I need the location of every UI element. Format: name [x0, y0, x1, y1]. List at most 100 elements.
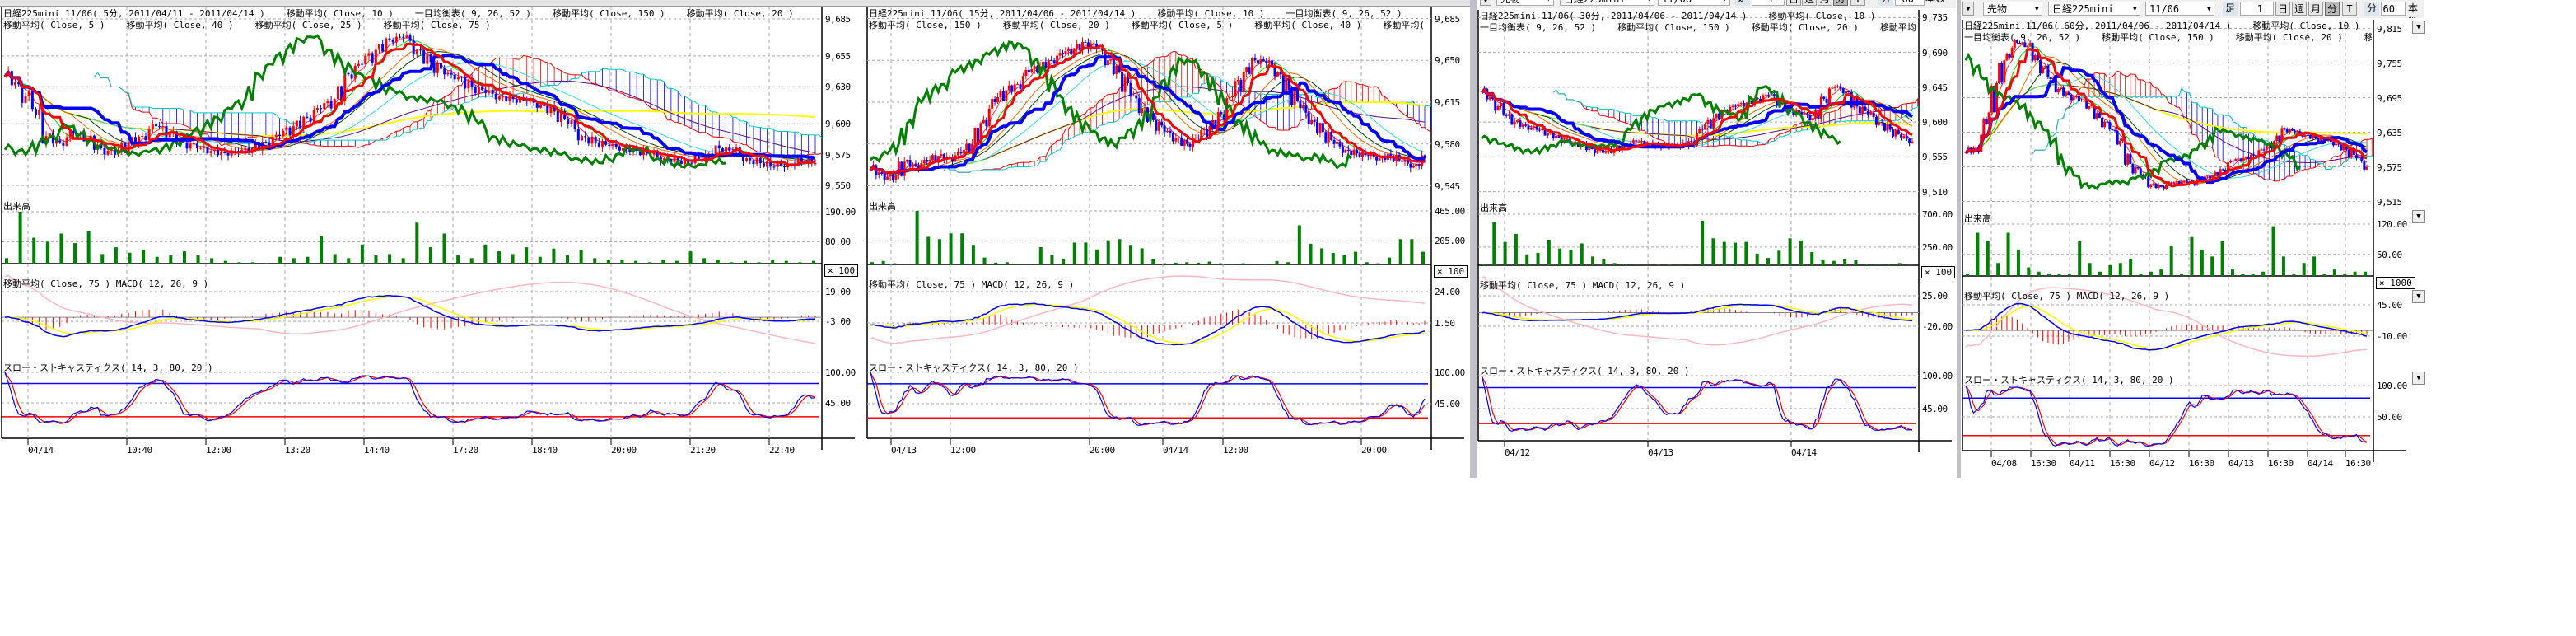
candle: [714, 145, 717, 156]
volume-axis-label: 50.00: [2377, 249, 2402, 260]
market-select[interactable]: 先物▼: [1496, 0, 1554, 6]
price-pane-menu-button[interactable]: ▼: [2412, 21, 2425, 34]
chart-legend-line2: 移動平均( Close, 150 ) 移動平均( Close, 20 ) 移動平均(…: [869, 20, 1430, 30]
candle: [2077, 96, 2080, 101]
indicator-legend: 日経225mini 11/06( 60分, 2011/04/06 - 2011/…: [1964, 21, 2232, 31]
time-axis-label: 22:40: [769, 445, 795, 456]
time-axis-label: 04/12: [1505, 447, 1530, 458]
minute-button[interactable]: 分: [2325, 2, 2340, 16]
senkou-span-b-line: [2032, 87, 2373, 171]
product-select[interactable]: 日経225mini▼: [1560, 0, 1654, 6]
week-button[interactable]: 週: [1802, 0, 1817, 6]
candle: [72, 130, 75, 134]
volume-bar: [2251, 274, 2255, 276]
candle: [576, 129, 580, 141]
candle: [2303, 135, 2307, 137]
candle: [1366, 155, 1370, 157]
volume-bar: [223, 260, 227, 264]
product-select[interactable]: 日経225mini▼: [2048, 2, 2140, 16]
candle: [594, 136, 597, 143]
candle: [1764, 94, 1767, 96]
tick-button[interactable]: T: [1850, 0, 1865, 6]
tick-button[interactable]: T: [2342, 2, 2357, 16]
candle: [106, 150, 110, 155]
volume-bar: [1799, 240, 1803, 265]
week-button[interactable]: 週: [2292, 2, 2307, 16]
candle: [2242, 158, 2245, 161]
candle: [2365, 166, 2368, 170]
day-button[interactable]: 日: [2275, 2, 2290, 16]
bar-spinner[interactable]: 1: [1752, 0, 1785, 6]
menu-dropdown-button[interactable]: ▼: [1962, 2, 1974, 16]
candle: [1406, 159, 1409, 164]
candle: [1064, 50, 1067, 54]
macd-axis-label: 24.00: [1435, 287, 1460, 297]
candle: [2162, 187, 2165, 189]
candle: [2159, 185, 2163, 187]
interval-spinner[interactable]: 60: [1895, 0, 1925, 6]
volume-bar: [250, 262, 254, 264]
panel-divider[interactable]: [1470, 0, 1477, 478]
volume-bar: [881, 260, 885, 264]
bar-spinner[interactable]: 1: [2240, 2, 2274, 16]
chart-legend-line2: 一目均衡表( 9, 26, 52 ) 移動平均( Close, 150 ) 移動平均…: [1964, 32, 2372, 43]
candle: [14, 82, 17, 86]
candle: [1324, 132, 1328, 143]
stoch-axis-label: 100.00: [1922, 371, 1953, 381]
volume-bar: [2261, 271, 2266, 276]
candle: [2023, 42, 2027, 48]
menu-dropdown-button[interactable]: ▼: [1480, 0, 1491, 6]
stoch-pane-menu-button[interactable]: ▼: [2412, 372, 2425, 385]
macd-pane-title: 移動平均( Close, 75 ) MACD( 12, 26, 9 ): [1964, 291, 2170, 302]
candle: [1290, 90, 1294, 105]
contract-select[interactable]: 11/06▼: [2145, 2, 2214, 16]
candle: [2234, 159, 2238, 161]
candle: [1621, 145, 1624, 151]
candle: [721, 148, 724, 152]
candle: [985, 119, 988, 126]
candle: [453, 74, 456, 80]
candle: [1021, 76, 1024, 89]
volume-bar: [2149, 271, 2153, 276]
indicator-legend: 移動平均( Close, 10 ): [1768, 11, 1876, 21]
stoch-d-line: [1481, 375, 1913, 432]
candle: [2152, 183, 2155, 185]
volume-pane-menu-button[interactable]: ▼: [2412, 210, 2425, 223]
day-button[interactable]: 日: [1786, 0, 1801, 6]
senkou-span-b-line: [94, 68, 822, 141]
volume-bar: [1084, 242, 1088, 264]
volume-bar: [1966, 274, 1969, 276]
panel-divider[interactable]: [1957, 0, 1961, 478]
month-button[interactable]: 月: [1818, 0, 1832, 6]
candle: [1143, 107, 1146, 109]
candle: [278, 134, 282, 137]
candle: [1352, 149, 1356, 156]
interval-unit-label: 分: [2364, 2, 2379, 16]
indicator-legend: 移動平均( Close, 20 ): [2235, 32, 2343, 43]
candle: [385, 38, 388, 52]
volume-bar: [2332, 269, 2336, 276]
contract-select[interactable]: 11/06▼: [1658, 0, 1730, 6]
month-button[interactable]: 月: [2308, 2, 2323, 16]
candle: [1631, 140, 1635, 143]
candle: [968, 143, 971, 153]
candle: [2062, 87, 2065, 96]
candle: [388, 38, 391, 40]
volume-bar: [2118, 263, 2122, 276]
candle: [306, 116, 309, 118]
volume-bar: [469, 258, 474, 264]
interval-spinner[interactable]: 60: [2381, 2, 2406, 16]
volume-bar: [1503, 241, 1507, 265]
candle: [814, 163, 817, 165]
candle: [1253, 58, 1257, 61]
volume-bar: [1174, 262, 1178, 264]
candle: [2335, 143, 2338, 146]
time-axis-label: 04/11: [2070, 458, 2095, 469]
market-select[interactable]: 先物▼: [1983, 2, 2042, 16]
stoch-axis-label: 50.00: [2377, 412, 2402, 423]
macd-pane-menu-button[interactable]: ▼: [2412, 290, 2425, 303]
candle: [600, 141, 604, 147]
minute-button[interactable]: 分: [1833, 0, 1848, 6]
time-axis-label: 04/13: [1648, 447, 1673, 458]
candle: [1180, 137, 1183, 146]
